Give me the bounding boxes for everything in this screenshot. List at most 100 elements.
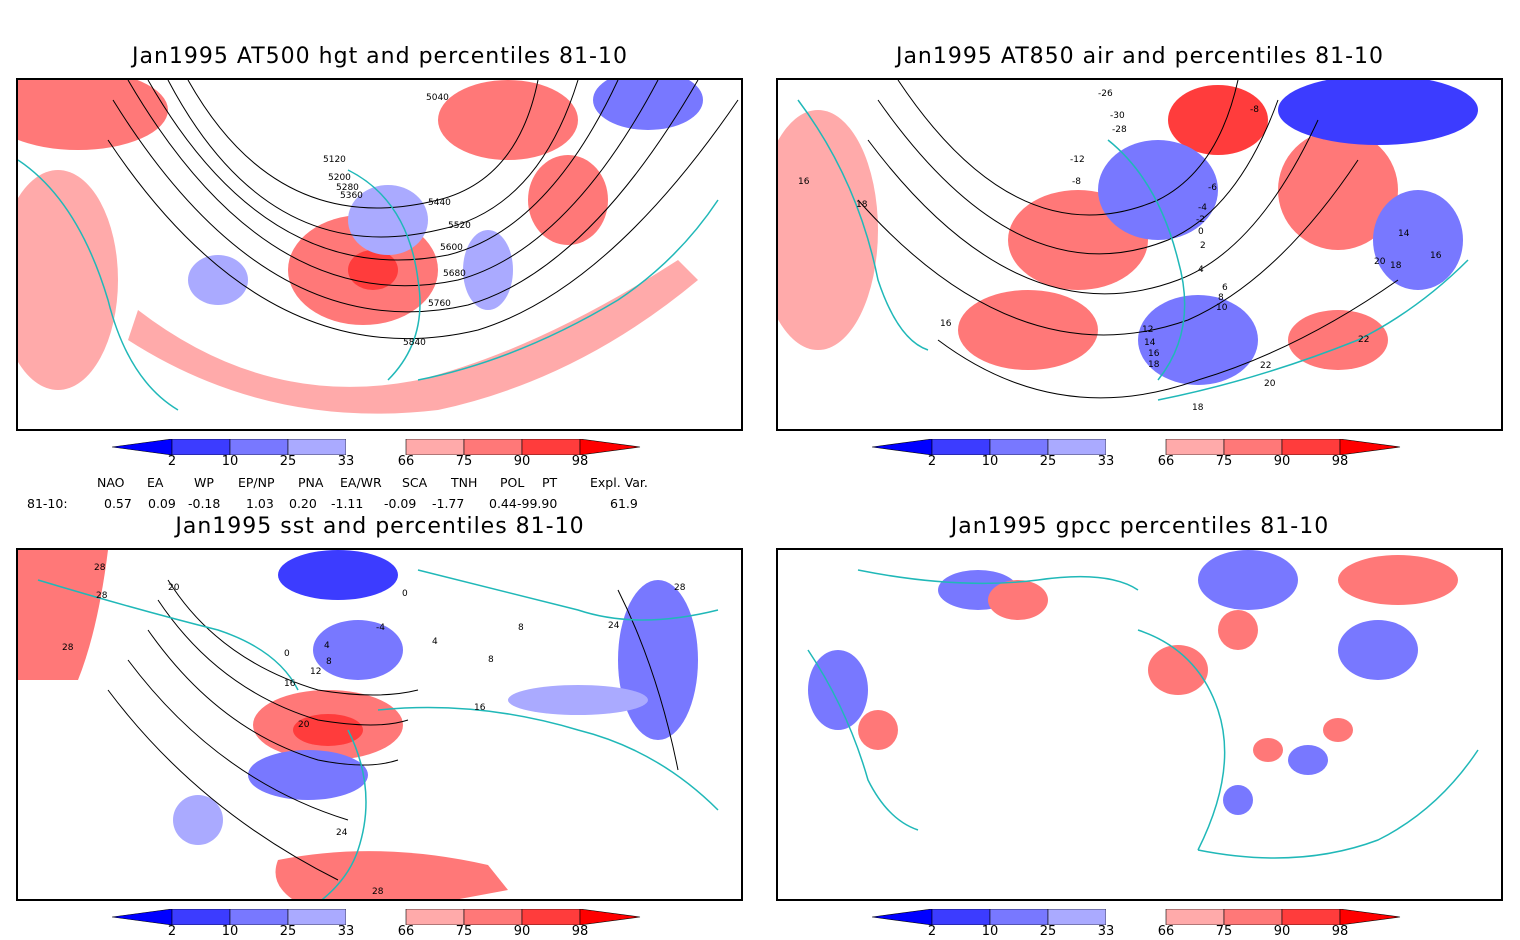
sst-neg-anomaly-med	[508, 685, 648, 715]
legend-label: 33	[337, 454, 355, 469]
legend-label: 33	[337, 924, 355, 939]
sst-contour-label: 16	[474, 703, 486, 713]
air850-contour-label: 8	[1218, 293, 1224, 303]
legend-label: 10	[981, 454, 999, 469]
air850-contour-label: -8	[1072, 177, 1081, 187]
air850-contour-label: 10	[1216, 303, 1228, 313]
air850-neg-anomaly-1	[1098, 140, 1218, 240]
tele-value: 0.09	[148, 496, 176, 511]
air850-contour-label: -12	[1070, 155, 1085, 165]
sst-contour-label: 8	[518, 623, 524, 633]
sst-contour-label: 8	[326, 657, 332, 667]
hgt500-coastlines	[18, 159, 719, 411]
legend-colorbar	[112, 439, 641, 455]
legend-swatch	[1106, 909, 1166, 925]
legend-swatch	[1281, 439, 1341, 455]
legend-label: 2	[927, 924, 937, 939]
sst-neg-anomaly-labrador	[313, 620, 403, 680]
legend-swatch	[1165, 909, 1225, 925]
air850-contour-label: 20	[1374, 257, 1386, 267]
legend-label: 25	[1039, 924, 1057, 939]
sst-pos-anomaly-south	[275, 851, 508, 899]
air850-contour-label: 4	[1198, 265, 1204, 275]
legend-top-right: 2 10 25 33 66 75 90 98	[872, 439, 1412, 469]
legend-swatch	[989, 909, 1049, 925]
hgt500-contour-label: 5600	[440, 243, 463, 253]
air850-neg-anomaly-4	[1278, 80, 1478, 145]
air850-contour-label: 16	[1148, 349, 1160, 359]
legend-swatch	[346, 909, 406, 925]
legend-bottom-left: 2 10 25 33 66 75 90 98	[112, 909, 652, 939]
hgt500-contour-label: 5200	[328, 173, 351, 183]
legend-label: 66	[397, 454, 415, 469]
air850-contour-label: -26	[1098, 89, 1113, 99]
legend-label: 25	[279, 924, 297, 939]
map-air850-svg: -26 -30 -28 -8 -12 -8 -6 -4 -2 0 2 4 6 8…	[778, 80, 1478, 413]
hgt500-contour-label: 5440	[428, 198, 451, 208]
map-gpcc-svg	[807, 550, 1479, 859]
hgt500-neg-anomaly-4	[188, 255, 248, 305]
hgt500-contour-label: 5120	[323, 155, 346, 165]
legend-swatch	[171, 439, 231, 455]
tele-row-label: 81-10:	[27, 496, 68, 511]
legend-swatch	[463, 909, 523, 925]
sst-neg-anomaly-hudson	[278, 550, 398, 600]
air850-neg-anomaly-2	[1138, 295, 1258, 385]
air850-coastlines	[797, 99, 1469, 401]
tele-value: 0.44	[489, 496, 517, 511]
legend-swatch	[287, 909, 347, 925]
air850-pos-anomaly-north	[1168, 85, 1268, 155]
legend-swatch	[1281, 909, 1341, 925]
legend-label: 75	[1215, 454, 1233, 469]
legend-label: 90	[513, 924, 531, 939]
air850-contour-label: 16	[940, 319, 952, 329]
hgt500-contour-label: 5520	[448, 221, 471, 231]
map-gpcc	[776, 548, 1503, 901]
gpcc-coastlines	[807, 569, 1479, 859]
legend-swatch	[872, 909, 933, 925]
legend-swatch	[229, 439, 289, 455]
tele-header: WP	[194, 475, 214, 490]
hgt500-pos-anomaly-ne	[438, 80, 578, 160]
legend-swatch	[405, 439, 465, 455]
legend-label: 90	[1273, 924, 1291, 939]
legend-swatch	[1339, 439, 1401, 455]
tele-header: SCA	[402, 475, 428, 490]
tele-value: -1.77	[432, 496, 465, 511]
legend-label: 75	[455, 924, 473, 939]
map-hgt500: 5040 5120 5200 5280 5360 5440 5520 5600 …	[16, 78, 743, 431]
map-sst-svg: 28 28 20 28 0 4 8 12 16 20 24 28 0 -4 4 …	[18, 550, 719, 899]
air850-pos-anomaly-sw	[958, 290, 1098, 370]
map-air850: -26 -30 -28 -8 -12 -8 -6 -4 -2 0 2 4 6 8…	[776, 78, 1503, 431]
tele-header: POL	[500, 475, 525, 490]
air850-contour-label: 18	[1148, 360, 1160, 370]
air850-contour-label: 22	[1358, 335, 1369, 345]
sst-contour-label: 24	[608, 621, 620, 631]
legend-label: 98	[571, 924, 589, 939]
legend-swatch	[229, 909, 289, 925]
sst-contour-label: 28	[96, 591, 108, 601]
air850-contour-label: -28	[1112, 125, 1127, 135]
air850-contour-label: 14	[1398, 229, 1410, 239]
legend-label: 90	[1273, 454, 1291, 469]
map-hgt500-svg: 5040 5120 5200 5280 5360 5440 5520 5600 …	[18, 80, 741, 429]
legend-label: 33	[1097, 924, 1115, 939]
legend-swatch	[989, 439, 1049, 455]
gpcc-pos-anomalies	[858, 555, 1458, 762]
air850-contour-label: 22	[1260, 361, 1271, 371]
legend-label: 2	[167, 454, 177, 469]
legend-label: 10	[221, 454, 239, 469]
sst-contour-label: 20	[168, 583, 180, 593]
hgt500-pos-anomaly-west	[18, 170, 118, 390]
sst-neg-anomaly-sw	[173, 795, 223, 845]
hgt500-neg-anomaly-2	[463, 230, 513, 310]
air850-contour-label: 0	[1198, 227, 1204, 237]
legend-label: 75	[1215, 924, 1233, 939]
tele-header: TNH	[451, 475, 478, 490]
air850-contours	[857, 80, 1399, 399]
air850-contour-label: -4	[1198, 203, 1207, 213]
legend-swatch	[1223, 909, 1283, 925]
legend-label: 98	[571, 454, 589, 469]
air850-contour-label: -6	[1208, 183, 1217, 193]
legend-swatch	[1223, 439, 1283, 455]
